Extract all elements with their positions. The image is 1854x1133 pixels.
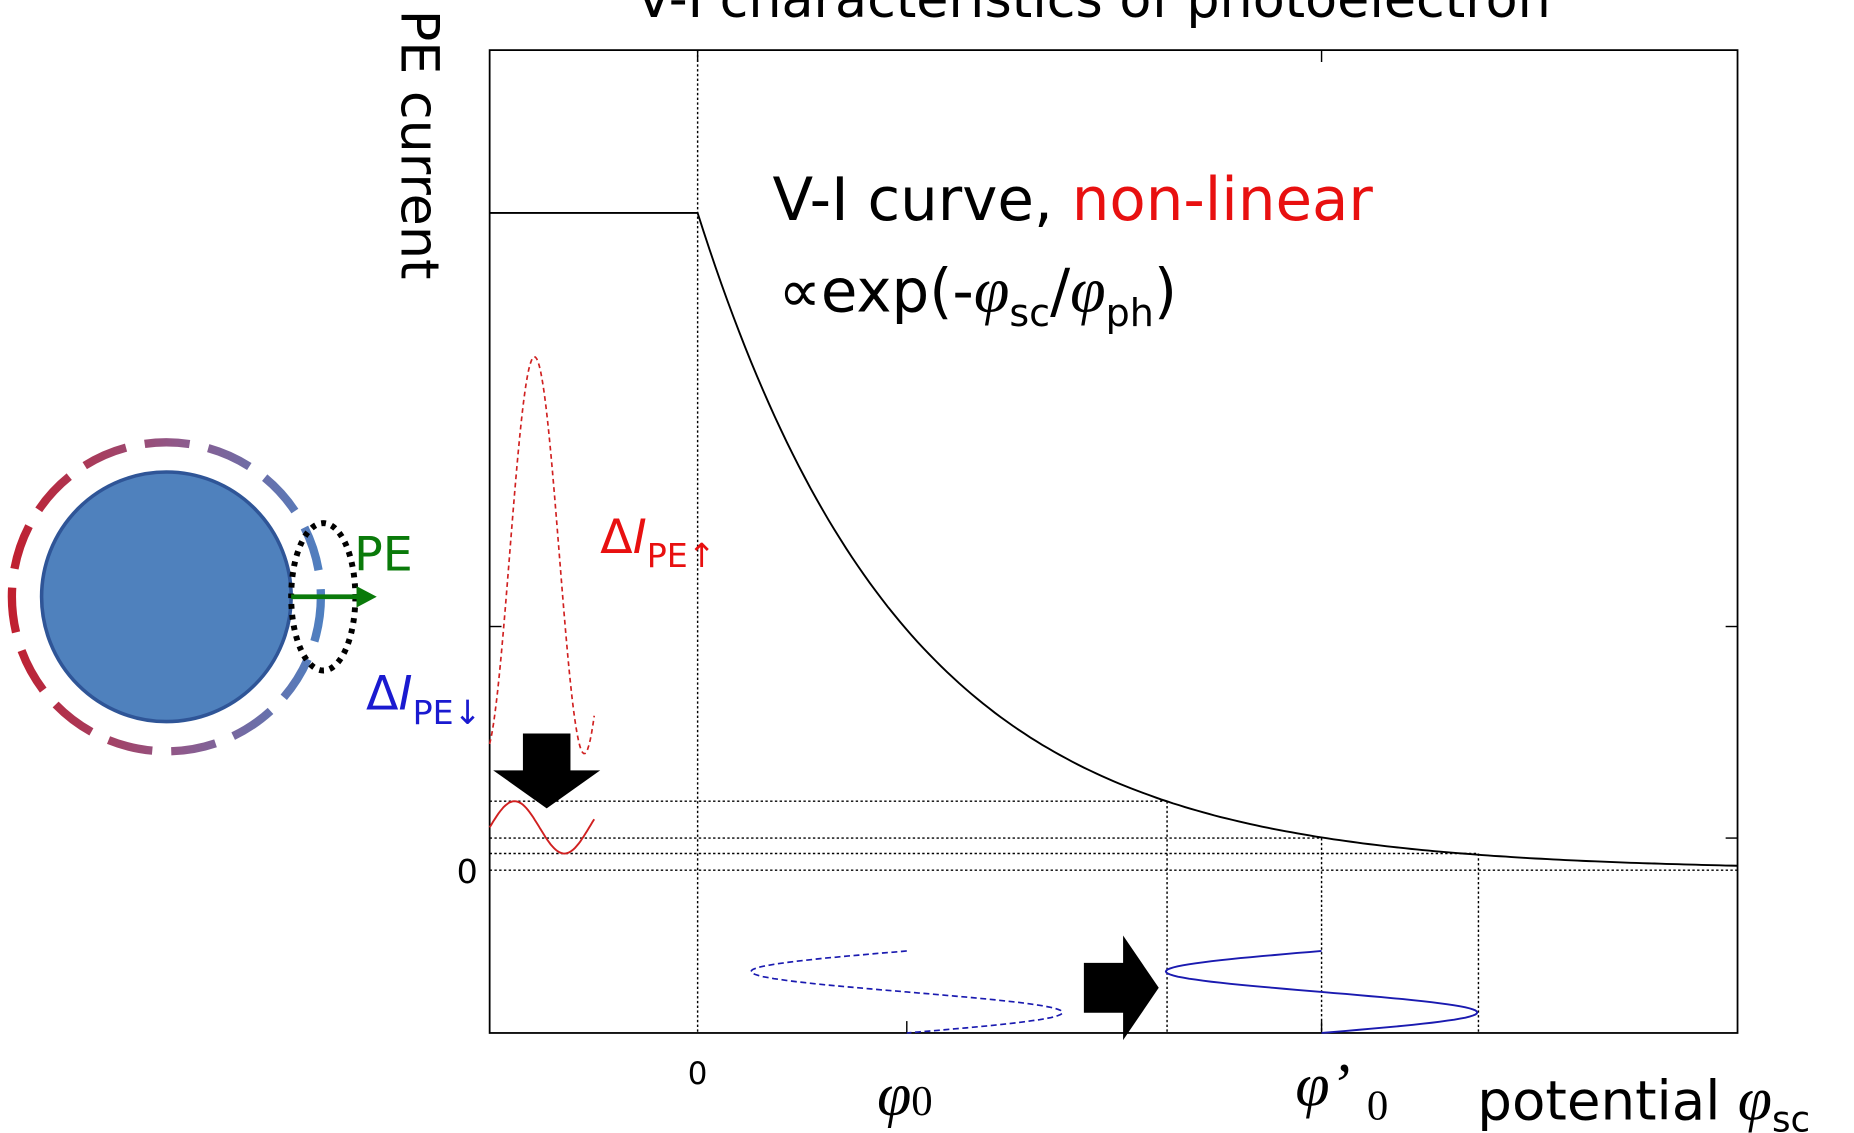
y-zero-label: 0 (457, 852, 478, 891)
phi0-label: φ0 (877, 1061, 933, 1129)
x-axis-label: potential φsc (1477, 1066, 1810, 1133)
delta-down-label: ΔIPE↓ (366, 667, 481, 732)
current-oscillation-large (488, 355, 596, 755)
particle (39, 470, 293, 724)
potential-oscillation (750, 950, 1064, 1034)
down-arrow (493, 733, 601, 809)
potential-oscillation-small (1164, 950, 1479, 1034)
current-oscillation (488, 800, 596, 855)
pe-label: PE (354, 528, 413, 583)
vi-curve (489, 211, 1738, 867)
y-axis-label: PE current (389, 10, 450, 280)
title: V-I characteristics of photoelectron (636, 0, 1551, 30)
pe-arrowhead (356, 586, 377, 608)
plot-frame (488, 49, 1739, 1034)
curve-formula: ∝exp(-φsc/φph) (778, 255, 1177, 335)
right-arrow (1083, 935, 1159, 1041)
x-zero-label: 0 (688, 1056, 708, 1092)
phi0-prime-label: φ’ 0 (1295, 1051, 1388, 1129)
curve-annotation: V-I curve, non-linear (773, 166, 1374, 235)
delta-up-label: ΔIPE↑ (600, 510, 715, 575)
